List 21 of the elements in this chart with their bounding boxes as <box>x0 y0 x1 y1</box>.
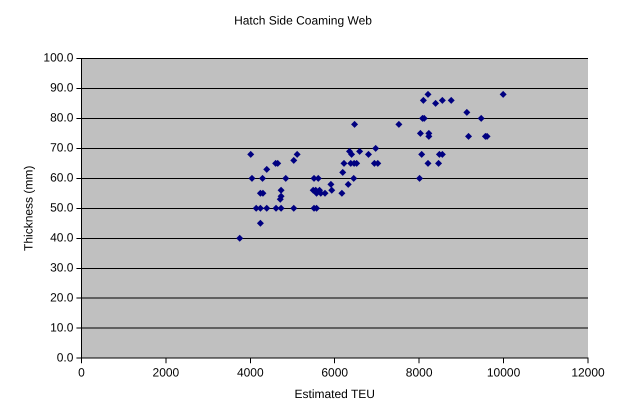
x-tick-label: 6000 <box>321 366 348 380</box>
x-axis-title: Estimated TEU <box>294 387 375 402</box>
x-tick-label: 4000 <box>236 366 264 380</box>
y-tick-label: 0.0 <box>56 350 74 365</box>
y-tick-label: 70.0 <box>50 140 74 155</box>
chart-title: Hatch Side Coaming Web <box>234 14 372 28</box>
y-tick-label: 100.0 <box>43 50 74 65</box>
x-tick-label: 12000 <box>571 366 606 380</box>
y-tick-label: 10.0 <box>50 320 74 335</box>
y-tick-label: 60.0 <box>50 170 74 185</box>
y-tick-label: 40.0 <box>50 230 74 245</box>
x-tick-label: 8000 <box>406 366 433 380</box>
y-tick-label: 50.0 <box>50 200 74 215</box>
x-tick-label: 10000 <box>486 366 521 380</box>
y-tick-label: 90.0 <box>50 80 74 95</box>
y-tick-label: 80.0 <box>50 110 74 125</box>
y-tick-label: 30.0 <box>50 260 74 275</box>
x-tick-label: 0 <box>78 366 86 380</box>
y-tick-label: 20.0 <box>50 290 74 305</box>
y-axis-title: Thickness (mm) <box>22 166 36 251</box>
x-tick-label: 2000 <box>152 366 180 380</box>
